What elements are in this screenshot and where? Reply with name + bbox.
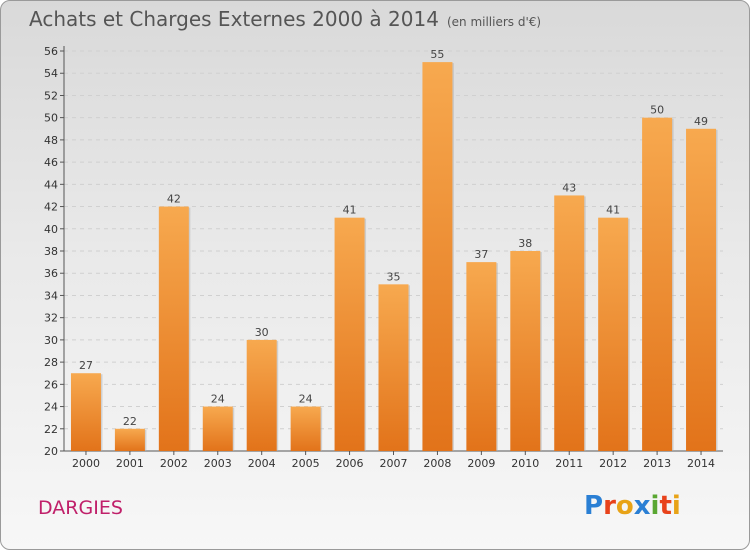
bar (554, 195, 585, 451)
logo-letter: P (584, 491, 604, 521)
x-tick-label: 2009 (467, 457, 495, 470)
x-tick-label: 2014 (687, 457, 715, 470)
bar-value-label: 50 (650, 104, 664, 117)
bar (686, 128, 717, 451)
x-tick-label: 2011 (555, 457, 583, 470)
chart-title-text: Achats et Charges Externes 2000 à 2014 (29, 7, 439, 31)
y-tick-label: 56 (44, 45, 58, 58)
y-tick-label: 46 (44, 156, 58, 169)
x-tick-label: 2010 (511, 457, 539, 470)
bar-value-label: 49 (694, 115, 708, 128)
x-tick-label: 2007 (380, 457, 408, 470)
y-tick-label: 50 (44, 112, 58, 125)
logo-letter: x (633, 491, 651, 521)
x-tick-label: 2000 (72, 457, 100, 470)
logo-letter: i (650, 491, 660, 521)
y-tick-label: 30 (44, 334, 58, 347)
x-tick-label: 2008 (423, 457, 451, 470)
bar-value-label: 43 (562, 181, 576, 194)
y-tick-label: 24 (44, 401, 58, 414)
chart-subtitle: (en milliers d'€) (446, 15, 542, 29)
y-tick-label: 36 (44, 267, 58, 280)
bar (378, 284, 409, 451)
logo-letter: i (671, 491, 681, 521)
bar-value-label: 24 (299, 393, 313, 406)
bar (598, 217, 629, 451)
logo-letter: o (615, 491, 634, 521)
x-tick-label: 2004 (248, 457, 276, 470)
bar (158, 206, 189, 451)
x-tick-label: 2002 (160, 457, 188, 470)
x-tick-label: 2012 (599, 457, 627, 470)
place-name: DARGIES (38, 497, 123, 519)
bar-value-label: 38 (518, 237, 532, 250)
bar (466, 262, 497, 451)
y-tick-label: 52 (44, 89, 58, 102)
y-tick-label: 28 (44, 356, 58, 369)
y-tick-label: 32 (44, 312, 58, 325)
bar (422, 62, 453, 451)
x-tick-label: 2005 (292, 457, 320, 470)
y-tick-label: 54 (44, 67, 58, 80)
y-tick-label: 20 (44, 445, 58, 458)
logo-letter: t (659, 491, 672, 521)
bar (290, 406, 321, 451)
y-tick-label: 22 (44, 423, 58, 436)
y-tick-label: 26 (44, 378, 58, 391)
bar-value-label: 37 (474, 248, 488, 261)
y-tick-label: 40 (44, 223, 58, 236)
bar (114, 428, 145, 451)
bar-value-label: 42 (167, 193, 181, 206)
logo-letter: r (603, 491, 616, 521)
bar-value-label: 24 (211, 393, 225, 406)
bar (202, 406, 233, 451)
bar-value-label: 30 (255, 326, 269, 339)
bar (70, 373, 101, 451)
x-tick-label: 2013 (643, 457, 671, 470)
y-tick-label: 48 (44, 134, 58, 147)
bar-value-label: 55 (430, 48, 444, 61)
chart-title: Achats et Charges Externes 2000 à 2014 (e… (29, 7, 541, 31)
bar-value-label: 41 (606, 204, 620, 217)
bar-value-label: 35 (387, 270, 401, 283)
bar (642, 117, 673, 452)
bar (246, 339, 277, 451)
bar-value-label: 41 (343, 204, 357, 217)
x-tick-label: 2001 (116, 457, 144, 470)
y-tick-label: 34 (44, 289, 58, 302)
y-tick-label: 38 (44, 245, 58, 258)
bar (334, 217, 365, 451)
bar-value-label: 22 (123, 415, 137, 428)
y-tick-label: 44 (44, 178, 58, 191)
proxiti-logo: Proxiti (584, 491, 681, 521)
bar (510, 251, 541, 451)
x-tick-label: 2006 (336, 457, 364, 470)
x-tick-label: 2003 (204, 457, 232, 470)
y-tick-label: 42 (44, 201, 58, 214)
bar-value-label: 27 (79, 359, 93, 372)
